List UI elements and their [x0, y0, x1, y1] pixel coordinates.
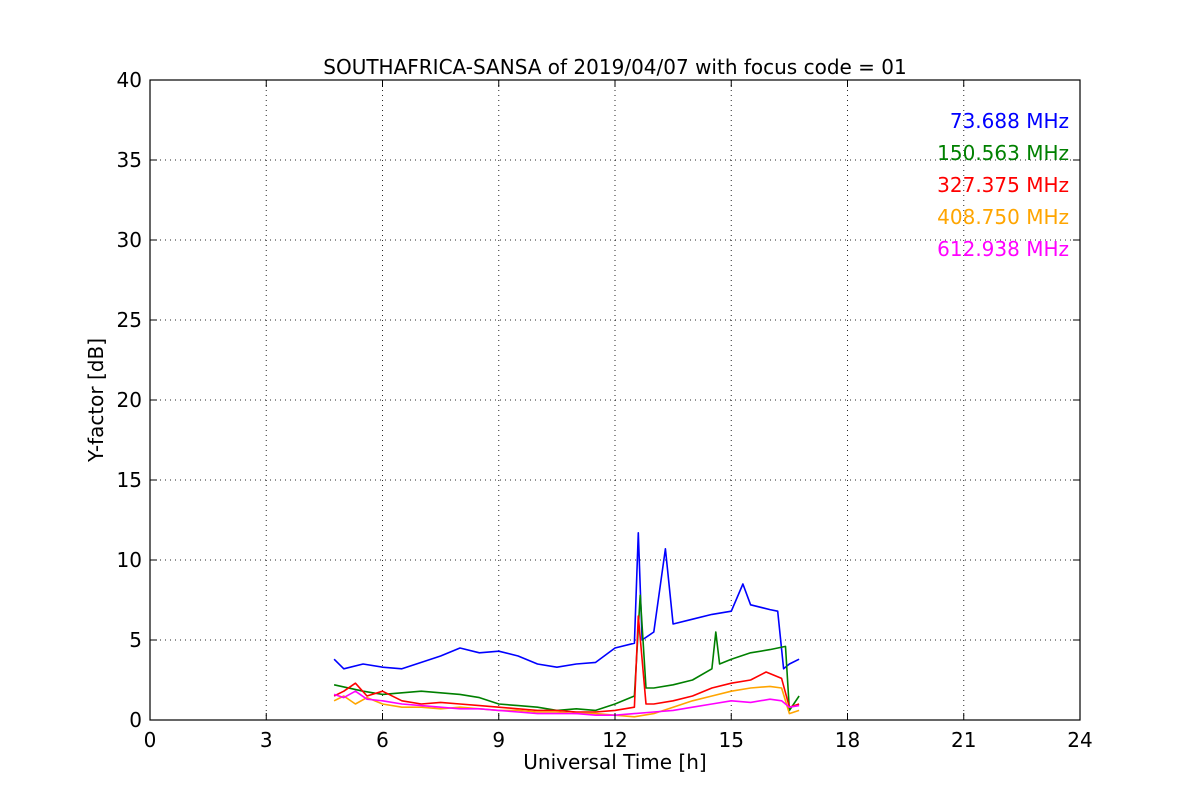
plot-series — [333, 531, 800, 718]
series-line-4 — [333, 690, 800, 717]
y-axis-label: Y-factor [dB] — [84, 338, 108, 463]
axis-ticks — [149, 79, 1081, 721]
y-tick-label: 35 — [117, 148, 142, 172]
y-tick-label: 30 — [117, 228, 142, 252]
y-tick-labels: 0 5 10 15 20 25 30 35 40 — [117, 68, 142, 732]
x-tick-label: 21 — [951, 728, 976, 752]
y-tick-label: 40 — [117, 68, 142, 92]
legend-entry: 73.688 MHz — [950, 109, 1069, 133]
y-tick-label: 15 — [117, 468, 142, 492]
x-tick-label: 12 — [602, 728, 627, 752]
legend-entry: 150.563 MHz — [937, 141, 1069, 165]
legend-entry: 408.750 MHz — [937, 205, 1069, 229]
y-tick-label: 25 — [117, 308, 142, 332]
x-tick-label: 3 — [260, 728, 273, 752]
legend-entry: 612.938 MHz — [937, 237, 1069, 261]
x-axis-label: Universal Time [h] — [523, 750, 706, 774]
x-tick-label: 24 — [1067, 728, 1092, 752]
x-tick-label: 18 — [835, 728, 860, 752]
chart-title: SOUTHAFRICA-SANSA of 2019/04/07 with foc… — [323, 55, 907, 79]
series-line-1 — [333, 594, 800, 712]
y-tick-label: 0 — [129, 708, 142, 732]
x-tick-label: 6 — [376, 728, 389, 752]
legend: 73.688 MHz 150.563 MHz 327.375 MHz 408.750 … — [937, 109, 1069, 261]
series-line-0 — [333, 531, 800, 670]
y-tick-label: 20 — [117, 388, 142, 412]
y-tick-label: 10 — [117, 548, 142, 572]
x-tick-label: 0 — [144, 728, 157, 752]
series-line-2 — [333, 615, 800, 713]
x-tick-labels: 0 3 6 9 12 15 18 21 24 — [144, 728, 1093, 752]
x-tick-label: 9 — [492, 728, 505, 752]
legend-entry: 327.375 MHz — [937, 173, 1069, 197]
x-tick-label: 15 — [719, 728, 744, 752]
grid — [150, 80, 1080, 720]
y-tick-label: 5 — [129, 628, 142, 652]
